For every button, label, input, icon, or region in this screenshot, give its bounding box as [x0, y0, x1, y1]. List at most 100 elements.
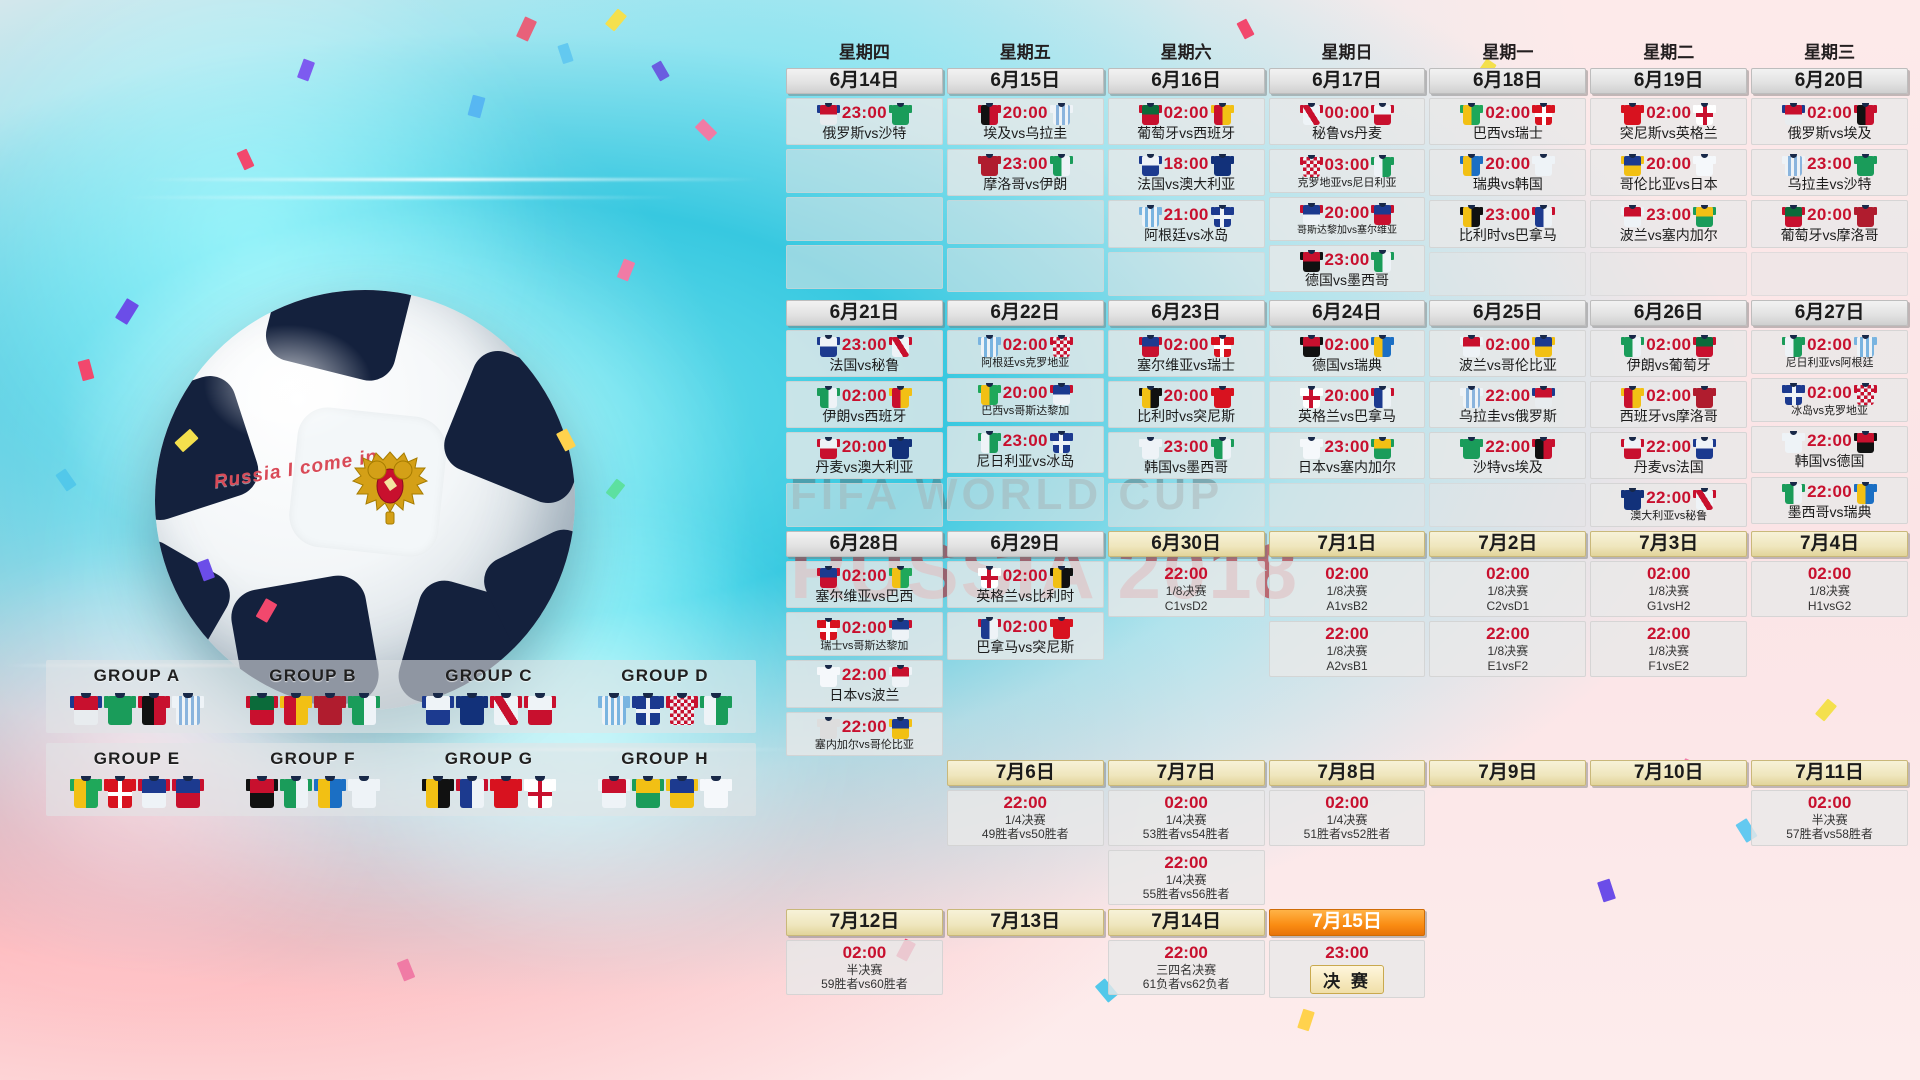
- match-cell[interactable]: 02:00 塞尔维亚vs瑞士: [1107, 329, 1265, 377]
- date-header[interactable]: 7月14日: [1107, 909, 1265, 936]
- match-cell[interactable]: 20:00 瑞典vs韩国: [1429, 149, 1587, 197]
- match-cell[interactable]: 02:00 尼日利亚vs阿根廷: [1751, 329, 1908, 374]
- date-header[interactable]: 6月29日: [946, 531, 1104, 558]
- date-header[interactable]: 7月10日: [1590, 759, 1748, 786]
- match-cell[interactable]: 20:00 哥斯达黎加vs塞尔维亚: [1268, 197, 1426, 242]
- match-cell[interactable]: 02:00 俄罗斯vs埃及: [1751, 98, 1908, 146]
- match-cell[interactable]: 20:00 英格兰vs巴拿马: [1268, 380, 1426, 428]
- group-g[interactable]: GROUP G: [404, 749, 574, 808]
- match-cell[interactable]: 23:00 波兰vs塞内加尔: [1590, 200, 1748, 248]
- match-cell[interactable]: 22:00 澳大利亚vs秘鲁: [1590, 483, 1748, 528]
- date-header[interactable]: 6月15日: [946, 68, 1104, 95]
- match-cell[interactable]: 02:00 1/4决赛 53胜者vs54胜者: [1107, 789, 1265, 846]
- match-cell[interactable]: 23:00 法国vs秘鲁: [786, 329, 943, 377]
- match-cell[interactable]: 02:00 1/4决赛 51胜者vs52胜者: [1268, 789, 1426, 846]
- date-header[interactable]: 6月20日: [1751, 68, 1908, 95]
- group-h[interactable]: GROUP H: [580, 749, 750, 808]
- group-b[interactable]: GROUP B: [228, 666, 398, 725]
- match-cell[interactable]: 02:00 1/8决赛 H1vsG2: [1751, 561, 1908, 618]
- date-header[interactable]: 7月6日: [946, 759, 1104, 786]
- group-c[interactable]: GROUP C: [404, 666, 574, 725]
- match-cell[interactable]: 23:00 日本vs塞内加尔: [1268, 432, 1426, 480]
- match-cell[interactable]: 02:00 半决赛 59胜者vs60胜者: [786, 939, 943, 996]
- match-cell[interactable]: 22:00 墨西哥vs瑞典: [1751, 476, 1908, 524]
- match-cell[interactable]: 23:00 德国vs墨西哥: [1268, 245, 1426, 293]
- match-cell[interactable]: 02:00 塞尔维亚vs巴西: [786, 561, 943, 609]
- match-cell[interactable]: 22:00 塞内加尔vs哥伦比亚: [786, 711, 943, 756]
- match-cell[interactable]: 20:00 丹麦vs澳大利亚: [786, 432, 943, 480]
- match-cell[interactable]: 02:00 德国vs瑞典: [1268, 329, 1426, 377]
- match-cell[interactable]: 22:00 韩国vs德国: [1751, 425, 1908, 473]
- match-cell[interactable]: 23:00 决 赛: [1268, 939, 1426, 998]
- date-header[interactable]: 7月7日: [1107, 759, 1265, 786]
- match-cell[interactable]: 00:00 秘鲁vs丹麦: [1268, 98, 1426, 146]
- date-header[interactable]: 7月2日: [1429, 531, 1587, 558]
- date-header[interactable]: 6月28日: [786, 531, 943, 558]
- match-cell[interactable]: 02:00 突尼斯vs英格兰: [1590, 98, 1748, 146]
- match-cell[interactable]: 02:00 阿根廷vs克罗地亚: [946, 329, 1104, 374]
- match-cell[interactable]: 22:00 1/8决赛 E1vsF2: [1429, 621, 1587, 677]
- match-cell[interactable]: 23:00 尼日利亚vs冰岛: [946, 425, 1104, 473]
- date-header[interactable]: 6月21日: [786, 299, 943, 326]
- match-cell[interactable]: 23:00 韩国vs墨西哥: [1107, 432, 1265, 480]
- match-cell[interactable]: 02:00 1/8决赛 G1vsH2: [1590, 561, 1748, 618]
- match-cell[interactable]: 21:00 阿根廷vs冰岛: [1107, 200, 1265, 248]
- match-cell[interactable]: 02:00 冰岛vs克罗地亚: [1751, 377, 1908, 422]
- date-header[interactable]: 7月12日: [786, 909, 943, 936]
- date-header[interactable]: 6月19日: [1590, 68, 1748, 95]
- group-a[interactable]: GROUP A: [52, 666, 222, 725]
- match-cell[interactable]: 22:00 1/4决赛 49胜者vs50胜者: [946, 789, 1104, 846]
- match-cell[interactable]: 20:00 哥伦比亚vs日本: [1590, 149, 1748, 197]
- date-header[interactable]: 7月1日: [1268, 531, 1426, 558]
- date-header[interactable]: 6月17日: [1268, 68, 1426, 95]
- match-cell[interactable]: 02:00 巴西vs瑞士: [1429, 98, 1587, 146]
- match-cell[interactable]: 22:00 1/8决赛 F1vsE2: [1590, 621, 1748, 677]
- match-cell[interactable]: 02:00 英格兰vs比利时: [946, 561, 1104, 609]
- match-cell[interactable]: 02:00 1/8决赛 A1vsB2: [1268, 561, 1426, 618]
- match-cell[interactable]: 23:00 比利时vs巴拿马: [1429, 200, 1587, 248]
- match-cell[interactable]: 02:00 葡萄牙vs西班牙: [1107, 98, 1265, 146]
- match-cell[interactable]: 02:00 伊朗vs西班牙: [786, 380, 943, 428]
- date-header[interactable]: 6月26日: [1590, 299, 1748, 326]
- match-cell[interactable]: 23:00 乌拉圭vs沙特: [1751, 149, 1908, 197]
- date-header[interactable]: 7月4日: [1751, 531, 1908, 558]
- match-cell[interactable]: 02:00 巴拿马vs突尼斯: [946, 612, 1104, 660]
- date-header[interactable]: 6月23日: [1107, 299, 1265, 326]
- match-cell[interactable]: 20:00 巴西vs哥斯达黎加: [946, 377, 1104, 422]
- match-cell[interactable]: 03:00 克罗地亚vs尼日利亚: [1268, 149, 1426, 194]
- match-cell[interactable]: 22:00 丹麦vs法国: [1590, 432, 1748, 480]
- match-cell[interactable]: 02:00 瑞士vs哥斯达黎加: [786, 612, 943, 657]
- match-cell[interactable]: 02:00 波兰vs哥伦比亚: [1429, 329, 1587, 377]
- match-cell[interactable]: 02:00 半决赛 57胜者vs58胜者: [1751, 789, 1908, 846]
- match-cell[interactable]: 02:00 伊朗vs葡萄牙: [1590, 329, 1748, 377]
- date-header[interactable]: 7月11日: [1751, 759, 1908, 786]
- group-e[interactable]: GROUP E: [52, 749, 222, 808]
- match-cell[interactable]: 22:00 三四名决赛 61负者vs62负者: [1107, 939, 1265, 996]
- match-cell[interactable]: 02:00 西班牙vs摩洛哥: [1590, 380, 1748, 428]
- date-header[interactable]: 7月8日: [1268, 759, 1426, 786]
- date-header[interactable]: 6月27日: [1751, 299, 1908, 326]
- date-header[interactable]: 6月30日: [1107, 531, 1265, 558]
- date-header[interactable]: 6月24日: [1268, 299, 1426, 326]
- date-header[interactable]: 7月15日: [1268, 909, 1426, 936]
- match-cell[interactable]: 23:00 俄罗斯vs沙特: [786, 98, 943, 146]
- date-header[interactable]: 7月13日: [946, 909, 1104, 936]
- date-header[interactable]: 6月16日: [1107, 68, 1265, 95]
- match-cell[interactable]: 22:00 乌拉圭vs俄罗斯: [1429, 380, 1587, 428]
- date-header[interactable]: 6月14日: [786, 68, 943, 95]
- match-cell[interactable]: 23:00 摩洛哥vs伊朗: [946, 149, 1104, 197]
- group-d[interactable]: GROUP D: [580, 666, 750, 725]
- match-cell[interactable]: 02:00 1/8决赛 C2vsD1: [1429, 561, 1587, 618]
- date-header[interactable]: 6月22日: [946, 299, 1104, 326]
- match-cell[interactable]: 22:00 1/4决赛 55胜者vs56胜者: [1107, 849, 1265, 906]
- match-cell[interactable]: 22:00 1/8决赛 C1vsD2: [1107, 561, 1265, 618]
- date-header[interactable]: 6月25日: [1429, 299, 1587, 326]
- date-header[interactable]: 7月9日: [1429, 759, 1587, 786]
- group-f[interactable]: GROUP F: [228, 749, 398, 808]
- match-cell[interactable]: 22:00 日本vs波兰: [786, 660, 943, 708]
- match-cell[interactable]: 22:00 1/8决赛 A2vsB1: [1268, 621, 1426, 677]
- match-cell[interactable]: 20:00 葡萄牙vs摩洛哥: [1751, 200, 1908, 248]
- match-cell[interactable]: 22:00 沙特vs埃及: [1429, 432, 1587, 480]
- date-header[interactable]: 6月18日: [1429, 68, 1587, 95]
- match-cell[interactable]: 20:00 埃及vs乌拉圭: [946, 98, 1104, 146]
